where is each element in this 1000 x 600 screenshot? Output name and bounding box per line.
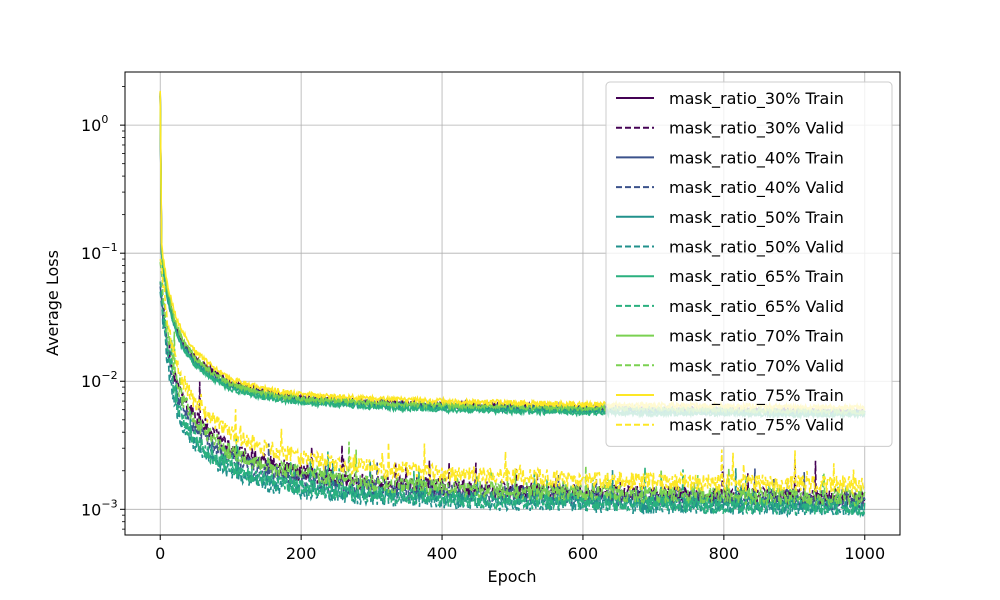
series-line [159,262,866,507]
x-axis-ticks: 0 200 400 600 800 1000 [155,535,885,563]
y-tick-base: 10 [81,372,101,391]
legend-label: mask_ratio_65% Train [669,267,844,287]
series-line [159,281,866,519]
y-tick-label: 10−2 [81,369,118,391]
y-tick-exponent: −1 [101,241,117,254]
legend-label: mask_ratio_40% Valid [669,178,844,198]
series-line [159,258,866,496]
legend-box [605,81,893,447]
plot-frame [124,71,901,536]
y-tick-label: 100 [81,113,108,135]
x-axis-title: Epoch [488,567,537,586]
y-tick-label: 10−1 [81,241,118,263]
x-tick-label: 400 [427,544,458,563]
y-tick-base: 10 [81,116,101,135]
legend-label: mask_ratio_50% Train [669,208,844,228]
x-tick-label: 0 [155,544,165,563]
y-tick-exponent: 0 [101,113,108,126]
legend-label: mask_ratio_70% Train [669,327,844,347]
y-tick-base: 10 [81,500,101,519]
series-line [159,286,866,512]
x-tick-label: 800 [709,544,740,563]
x-tick-label: 1000 [844,544,885,563]
legend-label: mask_ratio_65% Valid [669,297,844,317]
legend-label: mask_ratio_30% Train [669,89,844,109]
legend-label: mask_ratio_75% Train [669,386,844,406]
y-tick-exponent: −2 [101,369,117,382]
x-tick-label: 600 [568,544,599,563]
legend-label: mask_ratio_70% Valid [669,356,844,376]
legend-label: mask_ratio_75% Valid [669,416,844,436]
x-tick-label: 200 [286,544,317,563]
legend-label: mask_ratio_40% Train [669,148,844,168]
legend-label: mask_ratio_50% Valid [669,238,844,258]
series-line [159,291,866,519]
y-tick-base: 10 [81,244,101,263]
legend-label: mask_ratio_30% Valid [669,119,844,139]
y-tick-exponent: −3 [101,497,117,510]
legend: mask_ratio_30% Train mask_ratio_30% Valid… [605,81,893,447]
y-tick-label: 10−3 [81,497,118,519]
y-axis-title: Average Loss [43,250,62,356]
